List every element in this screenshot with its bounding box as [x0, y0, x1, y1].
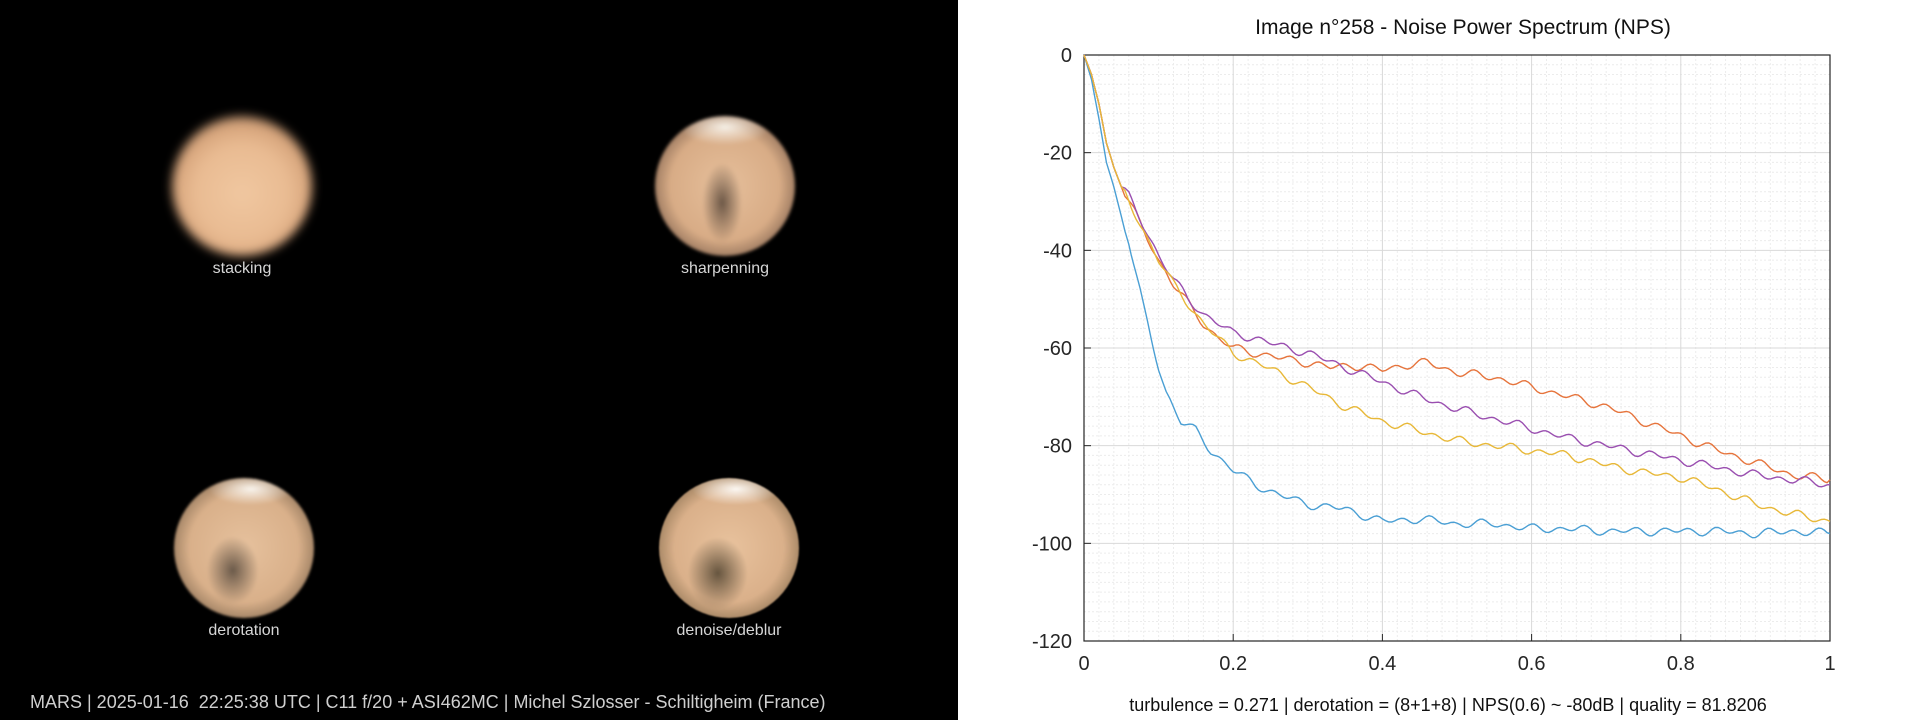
y-tick-label: -100	[1032, 533, 1072, 555]
chart-title: Image n°258 - Noise Power Spectrum (NPS)	[1255, 16, 1671, 39]
tile-label-denoise-deblur: denoise/deblur	[676, 622, 782, 639]
image-panel: stacking sharpenning derotation denoise/…	[0, 0, 958, 720]
x-tick-label: 0.6	[1518, 653, 1546, 675]
plot-frame	[1083, 54, 1831, 642]
tile-derotation: derotation	[144, 468, 344, 668]
y-tick-label: -20	[1043, 143, 1072, 165]
y-tick-label: -60	[1043, 338, 1072, 360]
nps-chart-panel: Image n°258 - Noise Power Spectrum (NPS)…	[958, 0, 1920, 720]
series-line-2	[1083, 54, 1831, 484]
y-axis-ticks: 0 -20 -40 -60 -80 -100 -120	[1032, 45, 1072, 653]
mars-image-stacking	[172, 116, 312, 256]
chart-footer-metrics: turbulence = 0.271 | derotation = (8+1+8…	[1129, 695, 1766, 715]
y-tick-label: -120	[1032, 631, 1072, 653]
x-tick-label: 1	[1824, 653, 1835, 675]
mars-image-derotation	[174, 478, 314, 618]
mars-image-sharpenning	[655, 116, 795, 256]
tile-label-derotation: derotation	[208, 622, 280, 639]
x-tick-label: 0	[1078, 653, 1089, 675]
x-tick-label: 0.4	[1368, 653, 1396, 675]
x-tick-label: 0.2	[1219, 653, 1247, 675]
nps-chart: Image n°258 - Noise Power Spectrum (NPS)…	[1032, 16, 1836, 715]
tile-sharpenning: sharpenning	[625, 106, 825, 306]
chart-grid	[1083, 54, 1831, 642]
series-line-4	[1083, 54, 1831, 523]
tile-label-sharpenning: sharpenning	[680, 260, 770, 277]
tile-denoise-deblur: denoise/deblur	[629, 468, 829, 668]
x-tick-label: 0.8	[1667, 653, 1695, 675]
tile-stacking: stacking	[142, 106, 342, 306]
tile-label-stacking: stacking	[212, 260, 272, 277]
chart-series	[1083, 54, 1831, 539]
y-tick-label: -80	[1043, 436, 1072, 458]
series-line-1	[1083, 54, 1831, 539]
y-tick-label: -40	[1043, 240, 1072, 262]
mars-image-denoise-deblur	[659, 478, 799, 618]
x-axis-ticks: 0 0.2 0.4 0.6 0.8 1	[1078, 653, 1835, 675]
y-tick-label: 0	[1061, 45, 1072, 67]
series-line-3	[1083, 54, 1831, 488]
observation-caption: MARS | 2025-01-16 22:25:38 UTC | C11 f/2…	[30, 692, 826, 712]
